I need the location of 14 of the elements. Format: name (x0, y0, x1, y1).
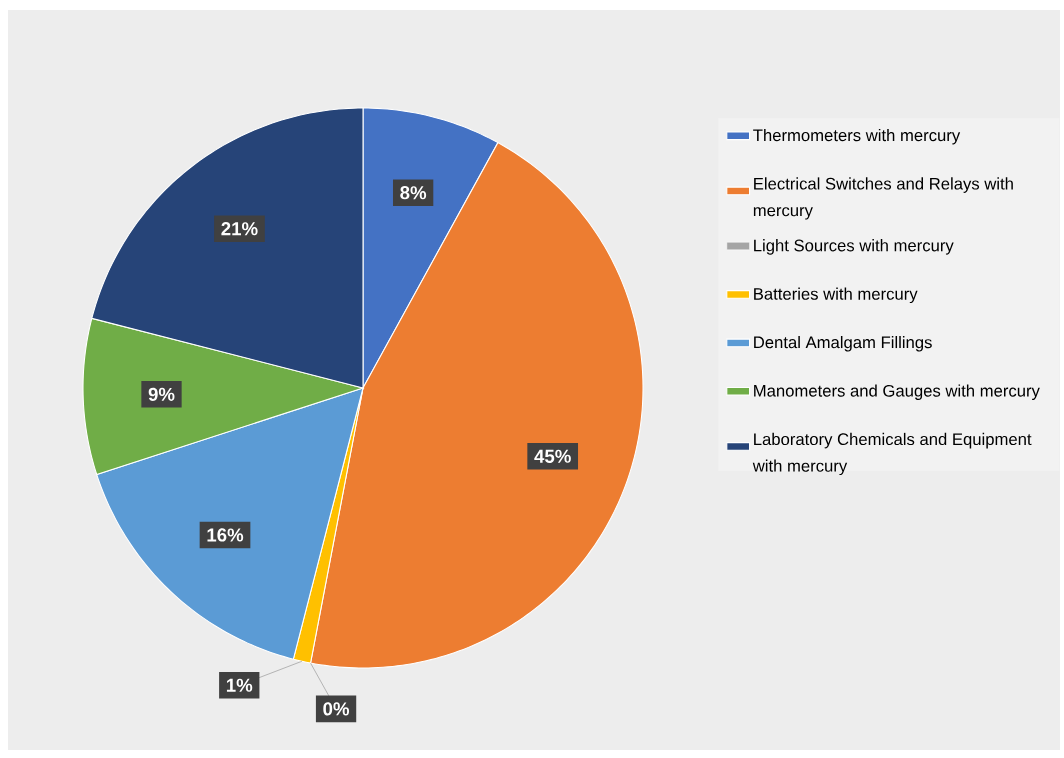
legend-label: Manometers and Gauges with mercury (754, 384, 1040, 400)
legend-label: Batteries with mercury (754, 287, 918, 304)
legend-label: Light Sources with mercury (754, 239, 954, 255)
legend-label: Electrical Switches and Relays with mercury (753, 177, 1013, 220)
legend-label: Thermometers with mercury (753, 128, 961, 145)
text: 0% (323, 702, 350, 716)
data-label: 8% (400, 186, 427, 200)
legend-label: Laboratory Chemicals and Equipment with mercury (752, 432, 1032, 476)
legend-label: Dental Amalgam Fillings (754, 335, 932, 352)
data-label: 45% (534, 449, 571, 463)
data-label: 9% (148, 387, 175, 401)
data-label: 1% (226, 678, 253, 692)
data-label: 16% (207, 528, 244, 542)
data-label: 21% (221, 222, 258, 236)
